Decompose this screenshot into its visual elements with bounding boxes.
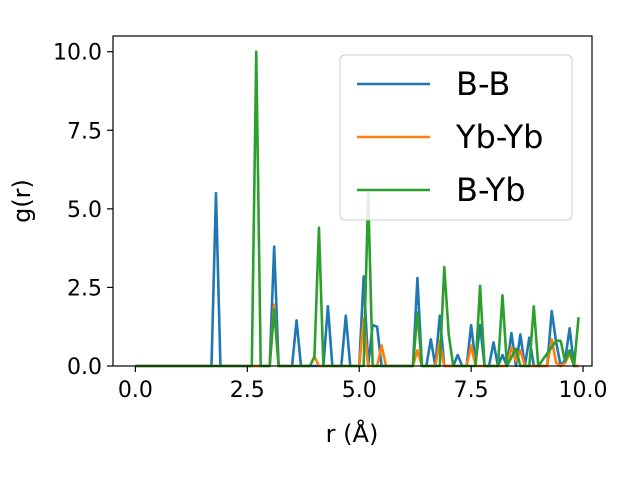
x-tick-label: 7.5 — [454, 378, 489, 403]
x-tick-label: 5.0 — [342, 378, 377, 403]
y-axis-title: g(r) — [8, 179, 36, 223]
y-tick-label: 2.5 — [67, 276, 102, 301]
legend-label-b-b: B-B — [456, 65, 510, 103]
legend-label-b-yb: B-Yb — [456, 171, 526, 209]
y-tick-label: 0.0 — [67, 355, 102, 380]
plot-frame — [112, 35, 593, 367]
legend-box — [339, 54, 573, 221]
y-tick-label: 7.5 — [67, 119, 102, 144]
x-tick-label: 2.5 — [230, 378, 265, 403]
y-tick-label: 5.0 — [67, 198, 102, 223]
x-tick-label: 10.0 — [559, 378, 608, 403]
x-tick-label: 0.0 — [118, 378, 153, 403]
legend-label-yb-yb: Yb-Yb — [455, 118, 543, 156]
y-tick-label: 10.0 — [53, 41, 102, 66]
x-axis-title: r (Å) — [326, 419, 379, 448]
ticks-layer: 0.0 2.5 5.0 7.5 10.0 0.0 2.5 5.0 7.5 10.0 — [53, 41, 608, 403]
legend: B-B Yb-Yb B-Yb — [339, 54, 573, 221]
